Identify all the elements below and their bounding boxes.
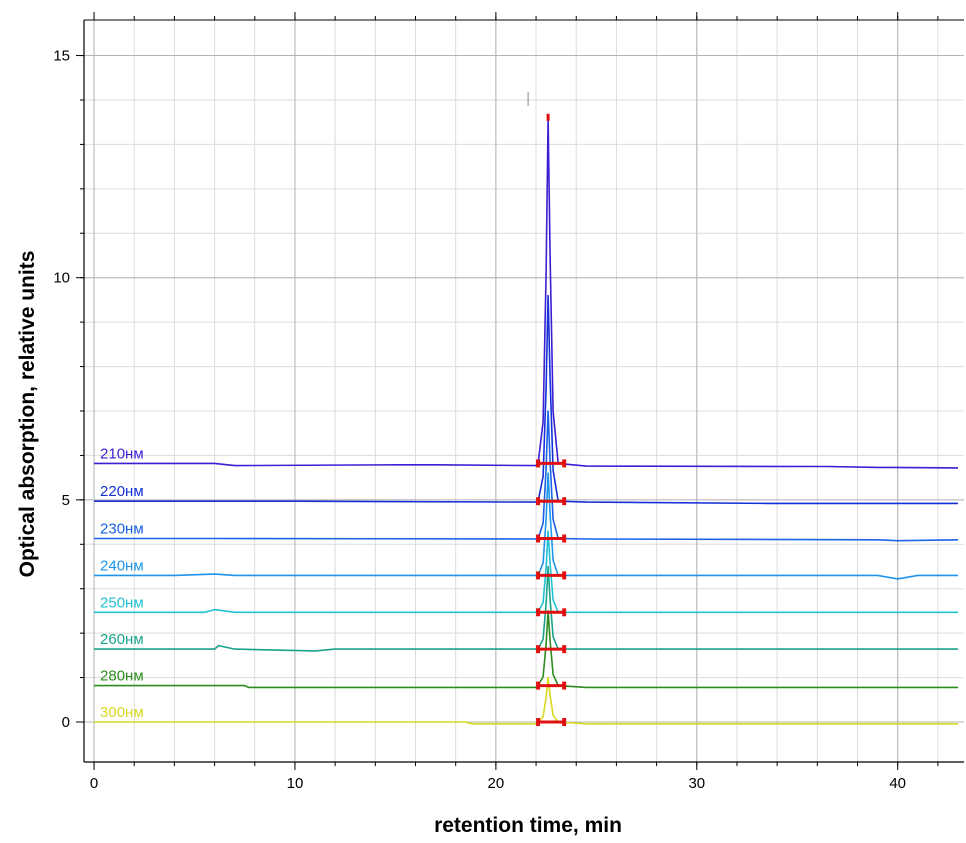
y-axis-title: Optical absorption, relative units	[16, 251, 39, 578]
series-label: 280нм	[100, 668, 144, 685]
integration-end-marker	[562, 645, 567, 654]
x-tick-label: 30	[688, 775, 705, 792]
series-label: 230нм	[100, 521, 144, 538]
series-line	[94, 530, 958, 614]
integration-end-marker	[562, 571, 567, 580]
integration-end-marker	[562, 459, 567, 468]
integration-start-marker	[536, 571, 541, 580]
integration-start-marker	[536, 534, 541, 543]
series-label: 220нм	[100, 483, 144, 500]
peak-apex-marker	[546, 113, 550, 121]
integration-end-marker	[562, 608, 567, 617]
integration-start-marker	[536, 681, 541, 690]
y-tick-label: 0	[62, 714, 70, 731]
series-label: 260нм	[100, 631, 144, 648]
series-label: 250нм	[100, 594, 144, 611]
integration-start-marker	[536, 718, 541, 727]
integration-start-marker	[536, 645, 541, 654]
axes: 0 10 20 30 40 0 5 10 15	[53, 12, 964, 792]
integration-start-marker	[536, 497, 541, 506]
integration-start-marker	[536, 608, 541, 617]
x-axis-title: retention time, min	[434, 814, 622, 837]
y-tick-label: 5	[62, 492, 70, 509]
y-tick-label: 15	[53, 48, 70, 65]
series-labels: 210нм 220нм 230нм 240нм 250нм 260нм 280нм 300нм	[100, 445, 144, 721]
series-line	[94, 116, 959, 469]
integration-markers	[527, 91, 567, 727]
series-label: 240нм	[100, 557, 144, 574]
integration-end-marker	[562, 718, 567, 727]
series-line	[94, 565, 958, 652]
x-tick-label: 10	[287, 775, 304, 792]
grid	[84, 20, 964, 762]
series-line	[94, 472, 958, 580]
x-tick-label: 0	[90, 775, 98, 792]
x-tick-label: 20	[488, 775, 505, 792]
integration-start-marker	[536, 459, 541, 468]
integration-end-marker	[562, 497, 567, 506]
series-label: 210нм	[100, 445, 144, 462]
y-tick-label: 10	[53, 270, 70, 287]
integration-end-marker	[562, 534, 567, 543]
series-label: 300нм	[100, 704, 144, 721]
x-tick-label: 40	[889, 775, 906, 792]
integration-end-marker	[562, 681, 567, 690]
